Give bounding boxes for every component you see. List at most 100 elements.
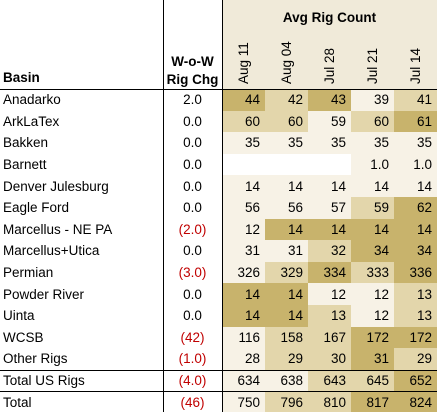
- rig-count-cell: 652: [394, 369, 437, 392]
- rig-count-cell: 28: [222, 348, 265, 370]
- basin-column-header: Basin: [3, 69, 40, 85]
- wow-change: 2.0: [183, 92, 202, 108]
- rig-count-cell: 750: [222, 391, 265, 412]
- rig-count-cell: 645: [351, 369, 394, 392]
- rig-count-cell: 56: [265, 197, 308, 219]
- rig-count-cell: 643: [308, 369, 351, 392]
- wow-change: 0.0: [183, 135, 202, 151]
- rig-count-cell: [308, 154, 351, 176]
- week-column-header: Jul 21: [365, 47, 380, 84]
- rig-count-cell: 29: [265, 348, 308, 370]
- rig-count-cell: 35: [265, 132, 308, 154]
- avg-rig-count-title: Avg Rig Count: [282, 9, 377, 25]
- rig-count-cell: 59: [351, 197, 394, 219]
- rig-count-cell: 14: [222, 175, 265, 197]
- rig-count-cell: 329: [265, 261, 308, 284]
- wow-change: (46): [180, 394, 205, 410]
- basin-name: ArkLaTex: [3, 113, 60, 129]
- rig-count-cell: 336: [394, 261, 437, 284]
- wow-change: 0.0: [183, 308, 202, 324]
- rig-count-cell: 61: [394, 110, 437, 133]
- rig-count-cell: 14: [308, 175, 351, 197]
- rig-count-cell: 333: [351, 261, 394, 284]
- rig-count-cell: 43: [308, 89, 351, 111]
- basin-name: WCSB: [3, 329, 44, 345]
- rig-count-cell: 62: [394, 197, 437, 219]
- wow-change: 0.0: [183, 200, 202, 216]
- rig-count-cell: 14: [351, 218, 394, 241]
- rig-count-cell: 14: [394, 175, 437, 197]
- rig-count-cell: 14: [265, 283, 308, 305]
- rig-count-cell: 12: [222, 218, 265, 241]
- rig-count-cell: 172: [394, 326, 437, 349]
- rig-count-cell: 34: [351, 240, 394, 262]
- rig-count-cell: 35: [351, 132, 394, 154]
- wow-change: (3.0): [178, 265, 207, 281]
- change-divider: [222, 0, 223, 412]
- basin-name: Marcellus - NE PA: [3, 221, 113, 237]
- wow-header-line2: Rig Chg: [166, 71, 219, 87]
- rig-count-cell: 57: [308, 197, 351, 219]
- rig-count-cell: 796: [265, 391, 308, 412]
- wow-change: 0.0: [183, 113, 202, 129]
- rig-count-cell: 29: [394, 348, 437, 370]
- rig-count-cell: 14: [222, 283, 265, 305]
- wow-change: 0.0: [183, 178, 202, 194]
- wow-change: 0.0: [183, 243, 202, 259]
- rig-count-cell: 32: [308, 240, 351, 262]
- rig-count-cell: 31: [222, 240, 265, 262]
- basin-name: Other Rigs: [3, 351, 68, 367]
- rig-count-cell: 35: [222, 132, 265, 154]
- rig-count-cell: 56: [222, 197, 265, 219]
- rig-count-cell: 31: [351, 348, 394, 370]
- rig-count-cell: 59: [308, 110, 351, 133]
- rig-count-cell: 12: [351, 283, 394, 305]
- basin-name: Powder River: [3, 286, 85, 302]
- rig-count-cell: 638: [265, 369, 308, 392]
- wow-header-line1: W-o-W: [171, 53, 214, 69]
- basin-name: Uinta: [3, 308, 35, 324]
- rig-count-cell: 1.0: [351, 153, 394, 176]
- wow-change: 0.0: [183, 157, 202, 173]
- header-band: [222, 0, 437, 89]
- rig-count-cell: 172: [351, 326, 394, 349]
- basin-divider: [163, 0, 164, 412]
- total-line: [0, 391, 437, 393]
- week-column-header: Jul 28: [322, 47, 337, 84]
- rig-count-cell: 14: [308, 218, 351, 241]
- rig-count-cell: 42: [265, 89, 308, 111]
- rig-count-cell: 167: [308, 326, 351, 349]
- rig-count-cell: 39: [351, 89, 394, 111]
- rig-count-cell: 35: [394, 132, 437, 154]
- wow-change: (1.0): [178, 351, 207, 367]
- rig-count-cell: 13: [394, 305, 437, 327]
- rig-count-cell: 60: [222, 110, 265, 133]
- basin-name: Denver Julesburg: [3, 178, 109, 194]
- wow-change: (2.0): [178, 221, 207, 237]
- rig-count-cell: 13: [394, 283, 437, 305]
- basin-name: Total US Rigs: [3, 373, 85, 389]
- rig-count-cell: 824: [394, 391, 437, 412]
- rig-count-cell: 30: [308, 348, 351, 370]
- rig-count-cell: 14: [265, 305, 308, 327]
- rig-count-cell: 13: [308, 305, 351, 327]
- rig-count-cell: 12: [308, 283, 351, 305]
- basin-name: Total: [3, 394, 32, 410]
- week-column-header: Jul 14: [408, 47, 423, 84]
- rig-count-cell: 14: [351, 175, 394, 197]
- basin-name: Barnett: [3, 157, 47, 173]
- rig-count-cell: 41: [394, 89, 437, 111]
- rig-count-cell: [222, 154, 265, 176]
- rig-count-cell: 14: [222, 305, 265, 327]
- week-column-header: Aug 04: [279, 41, 294, 84]
- rig-count-cell: 817: [351, 391, 394, 412]
- rig-count-cell: 1.0: [394, 153, 437, 176]
- week-column-header: Aug 11: [236, 42, 251, 84]
- basin-name: Bakken: [3, 135, 49, 151]
- wow-change: 0.0: [183, 286, 202, 302]
- rig-count-cell: 31: [265, 240, 308, 262]
- rig-count-cell: [265, 154, 308, 176]
- rig-count-cell: 810: [308, 391, 351, 412]
- rig-count-cell: 14: [265, 175, 308, 197]
